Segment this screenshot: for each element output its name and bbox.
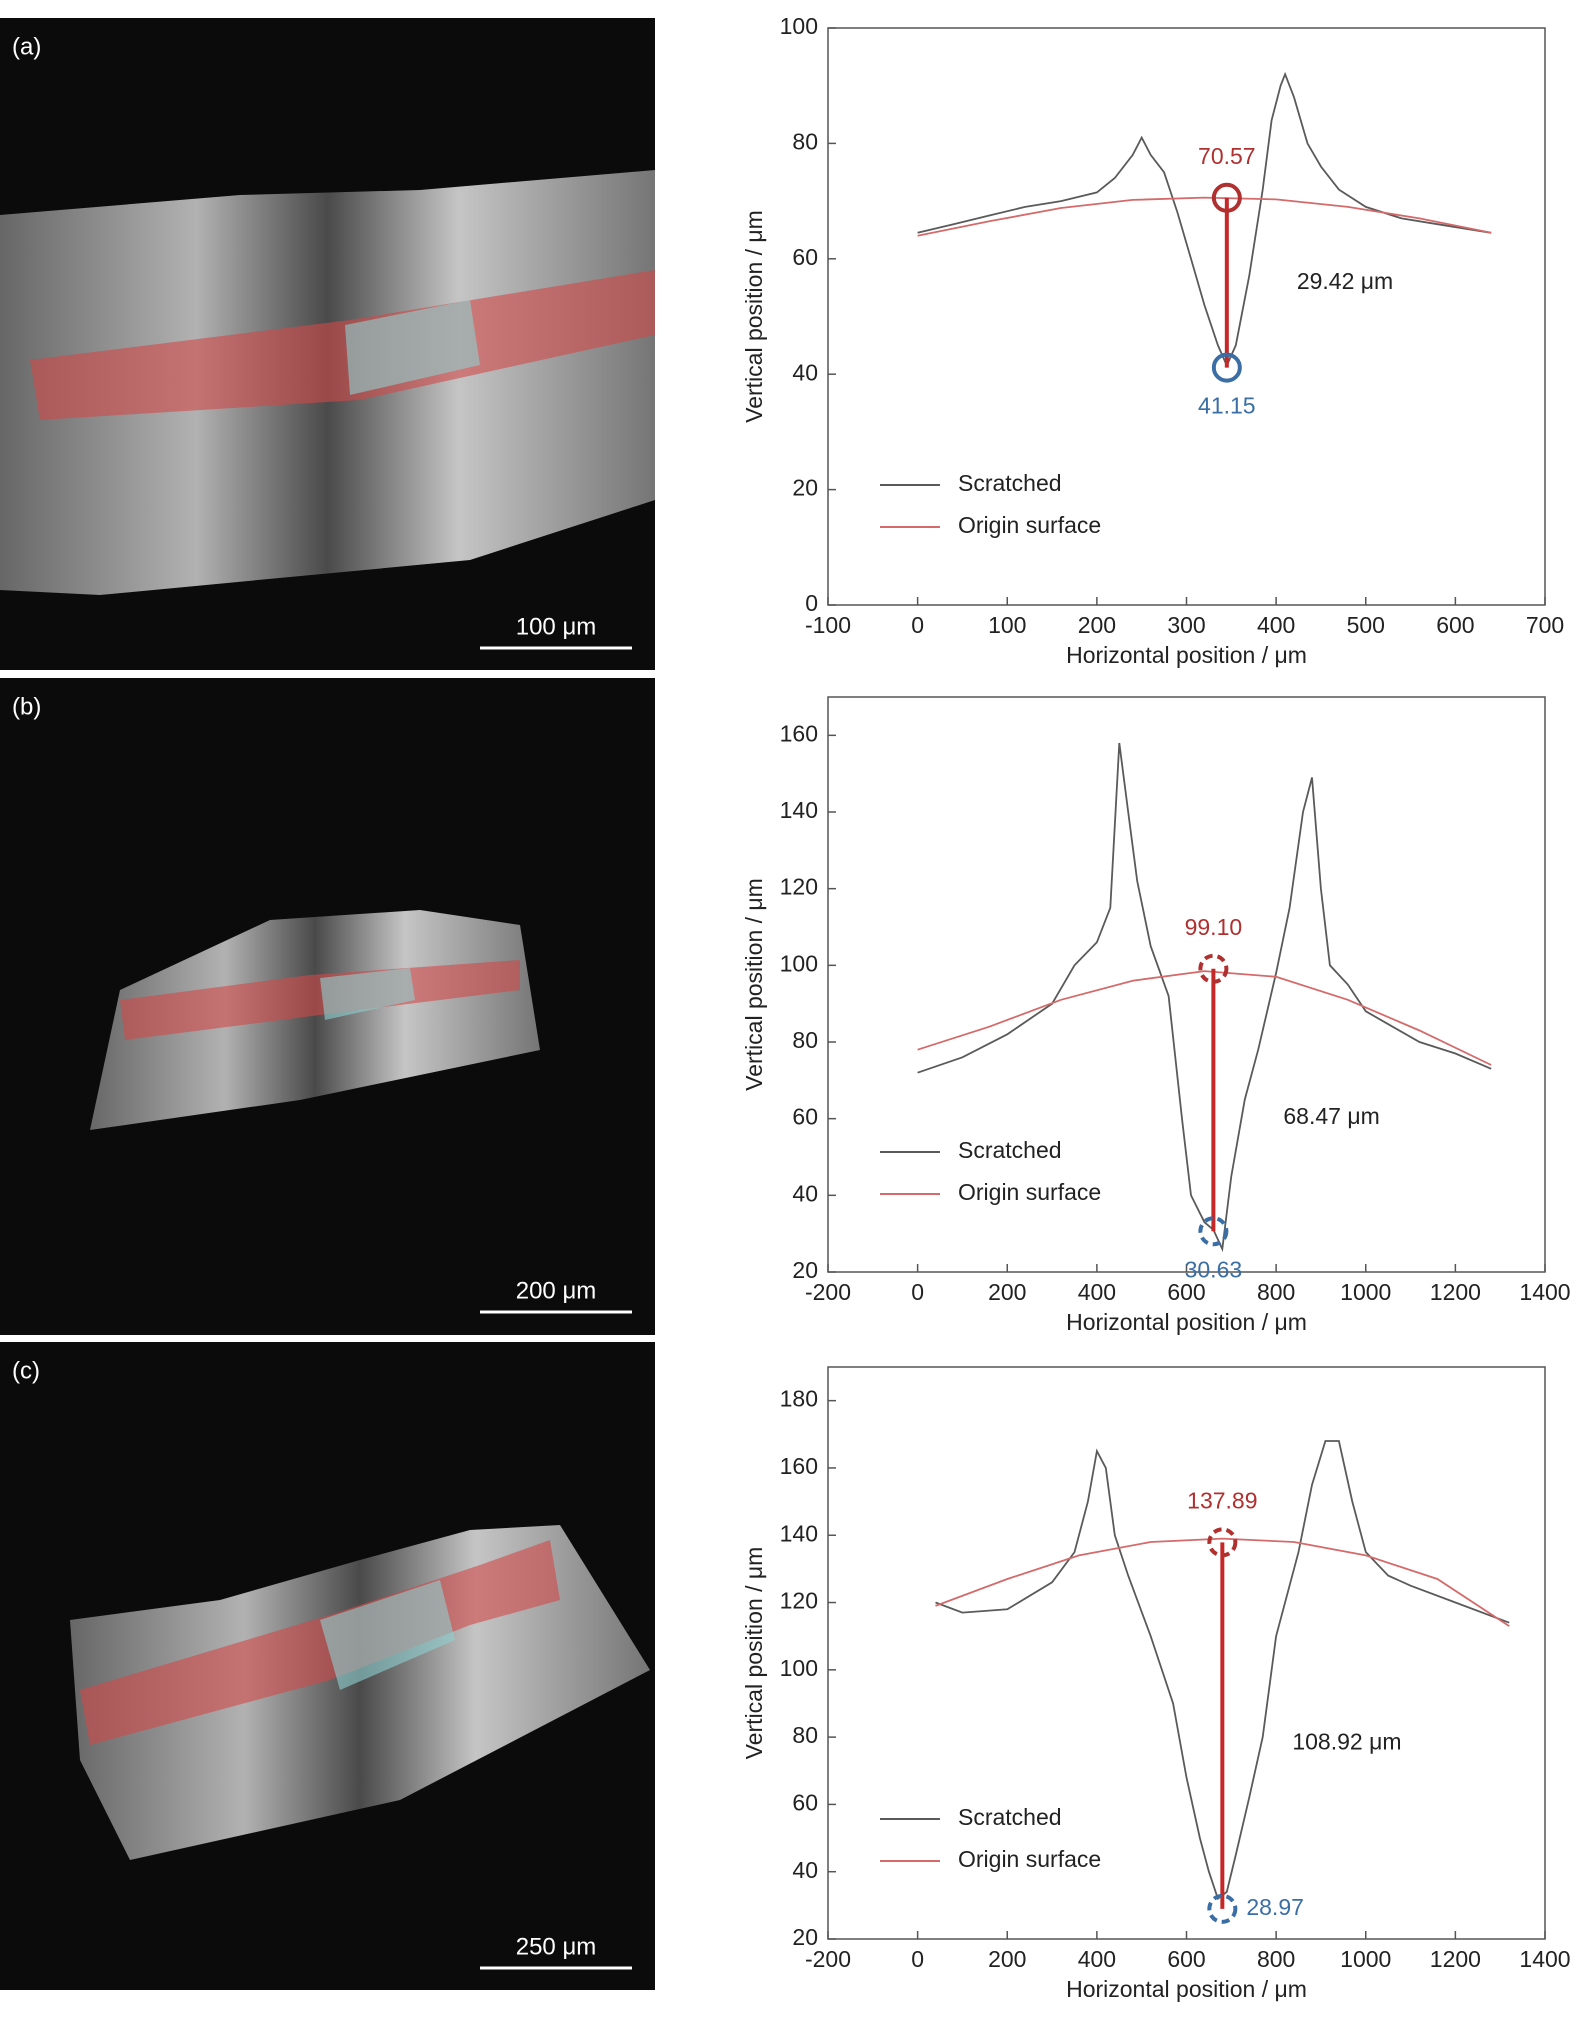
y-tick-label: 140	[780, 1520, 818, 1546]
legend-label: Origin surface	[958, 1179, 1101, 1205]
x-tick-label: -200	[805, 1946, 851, 1972]
scale-bar: 250 μm	[516, 1933, 597, 1960]
x-axis-label: Horizontal position / μm	[1066, 1976, 1307, 2002]
depth-marker	[1211, 352, 1242, 383]
x-tick-label: 800	[1257, 1946, 1295, 1972]
y-tick-label: 60	[792, 1104, 818, 1130]
y-tick-label: 40	[792, 1180, 818, 1206]
image-panel-a: (a) 100 μm	[0, 18, 655, 670]
plot-frame	[827, 27, 1546, 606]
x-axis-label: Horizontal position / μm	[1066, 642, 1307, 668]
x-tick-label: 200	[988, 1279, 1026, 1305]
y-tick-label: 80	[792, 1027, 818, 1053]
legend-label: Scratched	[958, 1804, 1062, 1830]
x-tick-label: 600	[1167, 1279, 1205, 1305]
x-tick-label: 200	[1078, 612, 1116, 638]
x-tick-label: 0	[911, 1279, 924, 1305]
series-line	[935, 1537, 1510, 1627]
x-tick-label: 300	[1167, 612, 1205, 638]
x-tick-label: 1400	[1519, 1279, 1570, 1305]
series-line	[917, 71, 1492, 368]
series-line	[917, 196, 1492, 237]
y-tick-label: 160	[780, 720, 818, 746]
marker-label: 28.97	[1246, 1894, 1304, 1920]
legend-label: Origin surface	[958, 1846, 1101, 1872]
x-tick-label: -100	[805, 612, 851, 638]
x-tick-label: 700	[1526, 612, 1564, 638]
x-tick-label: 800	[1257, 1279, 1295, 1305]
y-tick-label: 120	[780, 1588, 818, 1614]
plot-frame	[827, 696, 1546, 1273]
x-tick-label: 500	[1347, 612, 1385, 638]
x-tick-label: 400	[1078, 1279, 1116, 1305]
y-tick-label: 0	[805, 590, 818, 616]
scale-bar: 200 μm	[516, 1277, 597, 1304]
y-tick-label: 100	[780, 13, 818, 39]
y-axis-label: Vertical position / μm	[741, 210, 767, 423]
series-line	[917, 742, 1492, 1253]
y-tick-label: 140	[780, 797, 818, 823]
marker-label: 137.89	[1187, 1487, 1257, 1513]
x-tick-label: 0	[911, 612, 924, 638]
depth-label: 29.42 μm	[1297, 268, 1393, 294]
x-axis-label: Horizontal position / μm	[1066, 1309, 1307, 1335]
x-tick-label: 100	[988, 612, 1026, 638]
marker-label: 99.10	[1185, 914, 1243, 940]
x-tick-label: 200	[988, 1946, 1026, 1972]
y-tick-label: 80	[792, 128, 818, 154]
x-tick-label: -200	[805, 1279, 851, 1305]
y-tick-label: 60	[792, 1789, 818, 1815]
x-tick-label: 0	[911, 1946, 924, 1972]
x-tick-label: 400	[1257, 612, 1295, 638]
depth-marker	[1211, 182, 1242, 213]
depth-marker	[1198, 953, 1229, 984]
depth-marker	[1207, 1527, 1238, 1558]
y-tick-label: 40	[792, 1857, 818, 1883]
panel-label: (c)	[12, 1357, 40, 1384]
y-tick-label: 120	[780, 874, 818, 900]
panel-label: (b)	[12, 693, 41, 720]
legend-label: Scratched	[958, 470, 1062, 496]
legend-label: Scratched	[958, 1137, 1062, 1163]
x-tick-label: 1000	[1340, 1946, 1391, 1972]
image-panel-b: (b) 200 μm	[0, 678, 655, 1335]
depth-marker	[1207, 1893, 1238, 1924]
y-axis-label: Vertical position / μm	[741, 878, 767, 1091]
y-tick-label: 180	[780, 1386, 818, 1412]
y-tick-label: 20	[792, 1257, 818, 1283]
y-tick-label: 20	[792, 1924, 818, 1950]
y-tick-label: 160	[780, 1453, 818, 1479]
x-tick-label: 1200	[1430, 1279, 1481, 1305]
marker-label: 30.63	[1185, 1256, 1243, 1282]
depth-label: 68.47 μm	[1283, 1103, 1379, 1129]
image-panel-c: (c) 250 μm	[0, 1342, 655, 1990]
scale-bar: 100 μm	[516, 613, 597, 640]
depth-label: 108.92 μm	[1292, 1729, 1401, 1755]
marker-label: 41.15	[1198, 393, 1256, 419]
x-tick-label: 1200	[1430, 1946, 1481, 1972]
y-tick-label: 60	[792, 244, 818, 270]
y-tick-label: 80	[792, 1722, 818, 1748]
plot-frame	[827, 1366, 1546, 1940]
y-tick-label: 40	[792, 359, 818, 385]
legend-label: Origin surface	[958, 512, 1101, 538]
x-tick-label: 1400	[1519, 1946, 1570, 1972]
series-line	[917, 970, 1492, 1066]
x-tick-label: 400	[1078, 1946, 1116, 1972]
y-axis-label: Vertical position / μm	[741, 1547, 767, 1760]
y-tick-label: 100	[780, 1655, 818, 1681]
marker-label: 70.57	[1198, 143, 1256, 169]
x-tick-label: 600	[1436, 612, 1474, 638]
x-tick-label: 600	[1167, 1946, 1205, 1972]
y-tick-label: 20	[792, 475, 818, 501]
y-tick-label: 100	[780, 950, 818, 976]
depth-marker	[1198, 1216, 1229, 1247]
x-tick-label: 1000	[1340, 1279, 1391, 1305]
panel-label: (a)	[12, 33, 41, 60]
